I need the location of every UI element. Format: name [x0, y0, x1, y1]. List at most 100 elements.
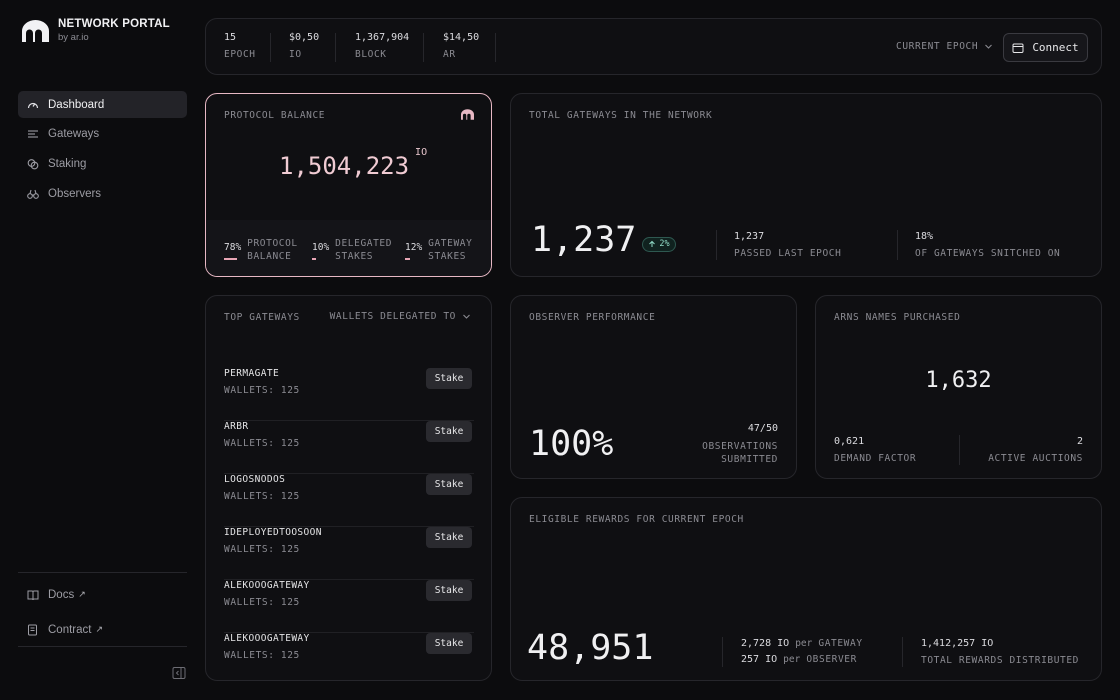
observations-label: OBSERVATIONS	[702, 441, 778, 452]
external-link-icon: ↗	[78, 589, 86, 599]
split-label: BALANCE	[247, 251, 292, 262]
divider	[959, 435, 960, 465]
top-stats-bar: 15 EPOCH $0,50 IO 1,367,904 BLOCK $14,50…	[205, 18, 1102, 75]
per-gateway-unit: GATEWAY	[818, 638, 863, 649]
stat-value: $0,50	[289, 32, 320, 43]
total-gateways-card: TOTAL GATEWAYS IN THE NETWORK 1,237 2% 1…	[510, 93, 1102, 277]
stat-label: AR	[443, 49, 456, 60]
sidebar-item-staking[interactable]: Staking	[18, 150, 187, 177]
split-label: GATEWAY	[428, 238, 473, 249]
total-rewards-distributed: 1,412,257 IO TOTAL REWARDS DISTRIBUTED	[921, 638, 1079, 666]
per-observer-row: 257 IO per OBSERVER	[741, 654, 863, 665]
stat-value: 18%	[915, 231, 934, 242]
observations-ratio: 47/50	[747, 423, 778, 434]
observers-binoculars-icon	[27, 188, 39, 200]
split-protocol: 78% PROTOCOL BALANCE	[224, 237, 298, 263]
stake-button[interactable]: Stake	[426, 421, 472, 442]
gateway-name: LOGOSNODOS	[224, 474, 286, 485]
gateway-name: PERMAGATE	[224, 368, 280, 379]
balance-amount: 1,504,223	[279, 152, 410, 180]
collapse-sidebar-icon[interactable]	[172, 666, 186, 680]
row-divider	[224, 526, 474, 527]
ario-logo-icon	[461, 109, 474, 120]
protocol-balance-card: PROTOCOL BALANCE 1,504,223 IO 78% PROTOCO…	[205, 93, 492, 277]
stat-value: 15	[224, 32, 237, 43]
eligible-rewards-value: 48,951	[527, 628, 654, 668]
gateway-filter-dropdown[interactable]: WALLETS DELEGATED TO	[330, 311, 471, 322]
observations-label: SUBMITTED	[721, 454, 778, 465]
sidebar-item-observers[interactable]: Observers	[18, 180, 187, 207]
gateway-row: ALEKOOOGATEWAY WALLETS: 125 Stake	[224, 633, 474, 673]
stake-button[interactable]: Stake	[426, 580, 472, 601]
stake-button[interactable]: Stake	[426, 527, 472, 548]
divider	[423, 33, 424, 62]
gateway-name: ALEKOOOGATEWAY	[224, 633, 310, 644]
epoch-selector-label: CURRENT EPOCH	[896, 41, 979, 52]
gateway-row: ALEKOOOGATEWAY WALLETS: 125 Stake	[224, 580, 474, 633]
card-title: ELIGIBLE REWARDS FOR CURRENT EPOCH	[529, 514, 744, 525]
split-label: PROTOCOL	[247, 238, 298, 249]
split-bar	[405, 258, 410, 260]
brand-title: NETWORK PORTAL	[58, 18, 170, 30]
per-label: per	[795, 638, 813, 649]
epoch-selector[interactable]: CURRENT EPOCH	[896, 41, 993, 52]
connect-label: Connect	[1032, 41, 1079, 54]
divider	[270, 33, 271, 62]
connect-button[interactable]: Connect	[1003, 33, 1088, 62]
sidebar-nav: Dashboard Gateways Staking Observers	[18, 91, 187, 210]
protocol-balance-value: 1,504,223 IO	[279, 147, 427, 180]
balance-breakdown	[206, 220, 491, 276]
stake-button[interactable]: Stake	[426, 474, 472, 495]
card-title: TOP GATEWAYS	[224, 312, 300, 323]
sidebar-item-gateways[interactable]: Gateways	[18, 121, 187, 148]
sidebar-item-docs[interactable]: Docs ↗	[18, 581, 187, 608]
rewards-per-role: 2,728 IO per GATEWAY 257 IO per OBSERVER	[741, 638, 863, 665]
gateway-row: IDEPLOYEDTOOSOON WALLETS: 125 Stake	[224, 527, 474, 580]
split-bar	[224, 258, 237, 260]
brand-subtitle: by ar.io	[58, 32, 89, 43]
gateway-row: ARBR WALLETS: 125 Stake	[224, 421, 474, 474]
split-label: DELEGATED	[335, 238, 393, 249]
stat-value: 1,367,904	[355, 32, 410, 43]
split-gateway: 12% GATEWAY STAKES	[405, 237, 472, 263]
stat-label: EPOCH	[224, 49, 256, 60]
sidebar-item-contract[interactable]: Contract ↗	[18, 616, 187, 643]
gateway-name: ALEKOOOGATEWAY	[224, 580, 310, 591]
card-title: TOTAL GATEWAYS IN THE NETWORK	[529, 110, 713, 121]
active-auctions: 2 ACTIVE AUCTIONS	[988, 436, 1083, 464]
brand[interactable]: NETWORK PORTAL by ar.io	[22, 18, 170, 43]
demand-factor: 0,621 DEMAND FACTOR	[834, 436, 916, 464]
gateway-wallets: WALLETS: 125	[224, 544, 300, 555]
total-gateways-value-wrap: 1,237 2%	[531, 220, 676, 260]
stat-label: BLOCK	[355, 49, 387, 60]
per-gateway-row: 2,728 IO per GATEWAY	[741, 638, 863, 649]
stat-io-price: $0,50 IO	[289, 32, 319, 60]
arrow-up-icon	[649, 240, 656, 247]
row-divider	[224, 420, 474, 421]
sidebar-item-dashboard[interactable]: Dashboard	[18, 91, 187, 118]
gateway-wallets: WALLETS: 125	[224, 438, 300, 449]
stake-button[interactable]: Stake	[426, 633, 472, 654]
observer-performance-card: OBSERVER PERFORMANCE 100% 47/50 OBSERVAT…	[510, 295, 797, 479]
split-pct: 10%	[312, 242, 330, 253]
dashboard-gauge-icon	[27, 99, 39, 111]
per-observer-amount: 257 IO	[741, 654, 778, 665]
total-gateways-value: 1,237	[531, 220, 637, 260]
stat-value: 1,237	[734, 231, 765, 242]
split-label: STAKES	[335, 251, 374, 262]
gateway-name: IDEPLOYEDTOOSOON	[224, 527, 322, 538]
sidebar-item-label: Observers	[48, 187, 102, 200]
divider	[722, 637, 723, 667]
stat-value: 1,412,257 IO	[921, 638, 994, 649]
gateway-row: LOGOSNODOS WALLETS: 125 Stake	[224, 474, 474, 527]
chevron-down-icon	[985, 44, 993, 49]
card-title: PROTOCOL BALANCE	[224, 110, 326, 121]
observations-submitted: 47/50 OBSERVATIONS SUBMITTED	[702, 423, 778, 466]
divider	[335, 33, 336, 62]
stake-button[interactable]: Stake	[426, 368, 472, 389]
split-label: STAKES	[428, 251, 467, 262]
stat-value: 0,621	[834, 436, 865, 447]
divider	[495, 33, 496, 62]
sidebar-footer-nav: Docs ↗ Contract ↗	[18, 572, 187, 643]
gateway-name: ARBR	[224, 421, 249, 432]
